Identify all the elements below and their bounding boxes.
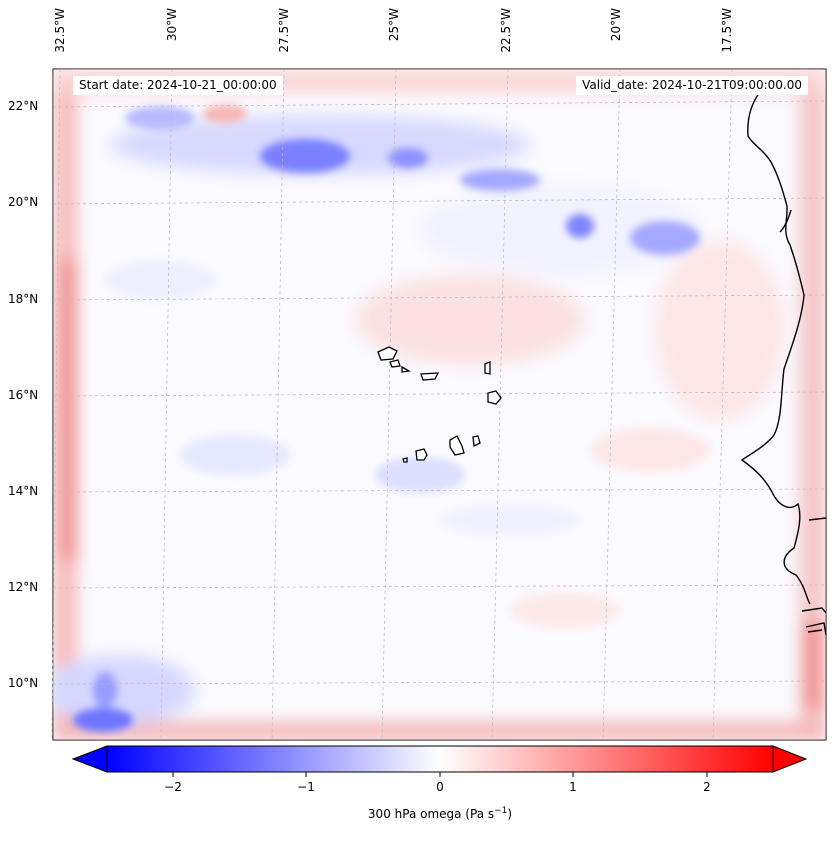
colorbar-title-end: ) <box>507 807 513 821</box>
colorbar-title-main: 300 hPa omega (Pa s <box>367 807 495 821</box>
colorbar-tick-label: −1 <box>297 780 315 794</box>
longitude-label: 22.5°W <box>499 8 513 53</box>
colorbar-tick-label: −2 <box>164 780 182 794</box>
colorbar-tick-label: 1 <box>569 780 577 794</box>
latitude-label: 20°N <box>8 195 39 209</box>
colorbar-title: 300 hPa omega (Pa s−1) <box>0 806 837 821</box>
latitude-label: 16°N <box>8 388 39 402</box>
omega-field <box>53 69 826 740</box>
longitude-label: 17.5°W <box>720 8 734 53</box>
colorbar-title-exponent: −1 <box>494 806 508 816</box>
latitude-label: 10°N <box>8 676 39 690</box>
latitude-label: 18°N <box>8 292 39 306</box>
latitude-label: 14°N <box>8 484 39 498</box>
longitude-label: 25°W <box>387 8 401 42</box>
colorbar-tick-label: 2 <box>703 780 711 794</box>
longitude-label: 20°W <box>609 8 623 42</box>
longitude-label: 32.5°W <box>53 8 67 53</box>
cape-verde-islands <box>377 346 502 463</box>
latitude-label: 22°N <box>8 99 39 113</box>
start-date-label: Start date: 2024-10-21_00:00:00 <box>73 76 283 95</box>
coastlines <box>740 91 827 636</box>
colorbar-tick-label: 0 <box>436 780 444 794</box>
longitude-label: 27.5°W <box>277 8 291 53</box>
colorbar <box>71 745 808 777</box>
valid-date-label: Valid_date: 2024-10-21T09:00:00.00 <box>576 76 808 95</box>
latitude-label: 12°N <box>8 580 39 594</box>
lat-lon-gridlines <box>51 68 827 741</box>
longitude-label: 30°W <box>165 8 179 42</box>
